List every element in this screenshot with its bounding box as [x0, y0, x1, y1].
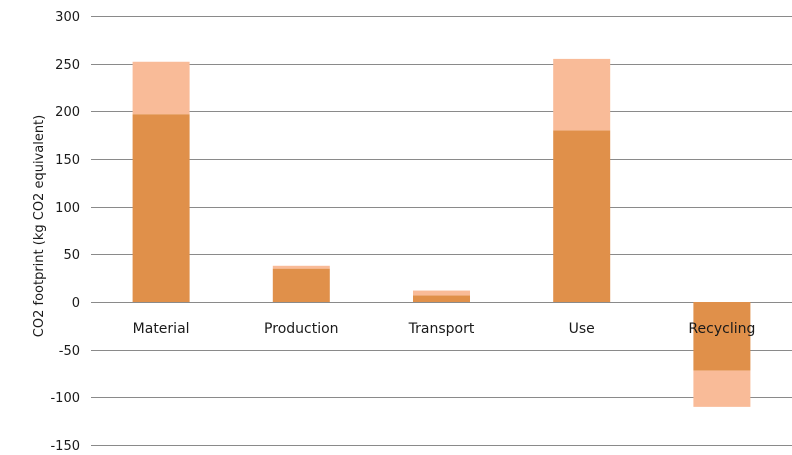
category-label-recycling: Recycling	[688, 321, 755, 337]
y-axis-ticks: 300 250 200 150 100 50 0 -50 -100 -150	[50, 10, 80, 454]
bars	[132, 58, 751, 407]
y-axis-title: CO2 footprint (kg CO2 equivalent)	[32, 115, 47, 337]
y-tick-label: 200	[55, 105, 80, 120]
category-label-material: Material	[133, 321, 190, 337]
bar-segment-material-1	[132, 114, 190, 303]
y-tick-label: 0	[72, 296, 80, 311]
bar-segment-production-1	[272, 268, 330, 302]
bar-segment-use-2	[553, 58, 611, 131]
bar-segment-material-2	[132, 61, 190, 115]
bar-segment-transport-2	[413, 290, 470, 296]
y-tick-label: 100	[55, 201, 80, 216]
bar-segment-transport-1	[413, 295, 470, 302]
category-label-transport: Transport	[408, 321, 475, 337]
bar-segment-recycling-2	[693, 370, 751, 407]
y-tick-label: 250	[55, 58, 80, 73]
category-label-production: Production	[264, 321, 338, 337]
y-tick-label: 50	[63, 248, 80, 263]
y-tick-label: -150	[50, 439, 80, 454]
category-label-use: Use	[569, 321, 595, 337]
y-tick-label: -100	[50, 391, 80, 406]
bar-segment-recycling-1	[693, 302, 751, 371]
y-tick-label: 150	[55, 153, 80, 168]
y-tick-label: -50	[59, 344, 80, 359]
category-labels: Material Production Transport Use Recycling	[133, 321, 756, 337]
bar-segment-production-2	[272, 265, 330, 269]
y-tick-label: 300	[55, 10, 80, 25]
gridlines	[91, 16, 792, 446]
bar-segment-use-1	[553, 130, 611, 302]
